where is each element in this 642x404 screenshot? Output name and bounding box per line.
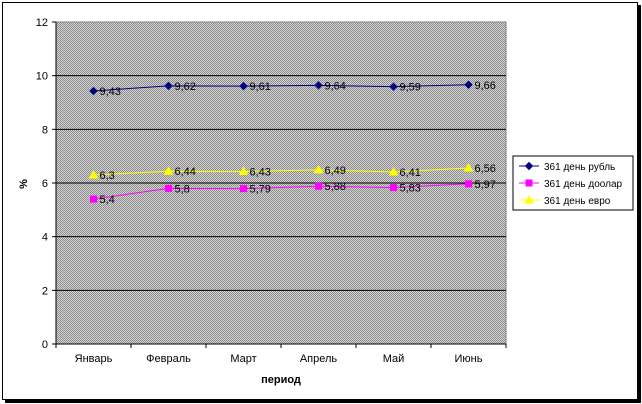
data-label: 5,8: [175, 183, 190, 195]
data-label: 9,66: [475, 80, 496, 92]
gridlines: [56, 75, 506, 291]
legend-label: 361 день рубль: [544, 161, 615, 173]
legend: 361 день рубль 361 день доолар 361 день ев…: [512, 155, 634, 211]
data-label: 9,64: [325, 80, 346, 92]
data-point: [238, 166, 249, 175]
data-label: 9,62: [175, 81, 196, 93]
data-label: 9,61: [250, 81, 271, 93]
legend-marker: [525, 179, 533, 187]
data-label: 9,43: [100, 86, 121, 98]
series-3: [88, 162, 474, 179]
y-tick-label: 4: [42, 232, 48, 244]
data-point: [465, 180, 472, 188]
x-tick-label: Апрель: [300, 353, 338, 365]
data-point: [88, 169, 99, 179]
legend-label: 361 день доолар: [544, 179, 623, 190]
series-line: [93, 183, 469, 200]
data-point: [314, 81, 323, 90]
data-label: 6,49: [325, 165, 346, 177]
data-labels: 9,43 9,62 9,61 9,64 9,59 9,66 5,4 5,8 5,79 5,88 5,…: [100, 80, 496, 206]
data-label: 6,56: [475, 163, 496, 175]
y-tick-label: 8: [42, 124, 48, 136]
data-point: [464, 80, 473, 89]
data-point: [389, 82, 398, 91]
x-axis-title: период: [261, 374, 301, 386]
data-label: 6,43: [250, 166, 271, 178]
legend-marker: [524, 194, 534, 204]
series-1: [89, 80, 473, 96]
data-label: 5,4: [100, 194, 115, 206]
x-tick-label: Февраль: [146, 353, 191, 365]
data-label: 6,3: [100, 170, 115, 182]
series-line: [93, 167, 469, 176]
y-tick-label: 12: [36, 17, 48, 29]
legend-marker: [524, 161, 534, 171]
data-label: 6,44: [175, 166, 196, 178]
x-tick-label: Январь: [75, 353, 113, 365]
data-label: 5,79: [250, 184, 271, 196]
series-layer: [88, 80, 474, 203]
y-tick-label: 6: [42, 178, 48, 190]
y-tick-label: 0: [42, 339, 48, 351]
series-line: [93, 84, 469, 92]
data-label: 5,97: [475, 179, 496, 191]
y-tick-label: 2: [42, 285, 48, 297]
data-point: [240, 185, 247, 193]
data-point: [313, 164, 324, 174]
y-axis-title: %: [18, 179, 30, 189]
data-point: [164, 81, 173, 91]
data-label: 6,41: [400, 167, 421, 179]
data-point: [315, 182, 322, 190]
data-point: [163, 166, 174, 175]
data-label: 9,59: [400, 82, 421, 94]
data-point: [89, 86, 98, 96]
data-point: [463, 162, 474, 172]
x-tick-label: Март: [230, 353, 256, 365]
data-point: [390, 184, 397, 192]
data-label: 5,83: [400, 183, 421, 195]
series-2: [90, 180, 472, 203]
data-point: [165, 184, 172, 192]
axes: 0 2 4 6 8 10 12 Январь Февраль Март Апрель Май Июнь: [36, 17, 507, 365]
data-point: [388, 166, 399, 176]
x-tick-label: Май: [383, 353, 405, 365]
data-label: 5,88: [325, 181, 346, 193]
data-point: [239, 81, 248, 91]
legend-label: 361 день евро: [544, 196, 611, 207]
data-point: [90, 195, 97, 203]
y-tick-label: 10: [36, 71, 48, 83]
x-tick-label: Июнь: [455, 353, 483, 365]
